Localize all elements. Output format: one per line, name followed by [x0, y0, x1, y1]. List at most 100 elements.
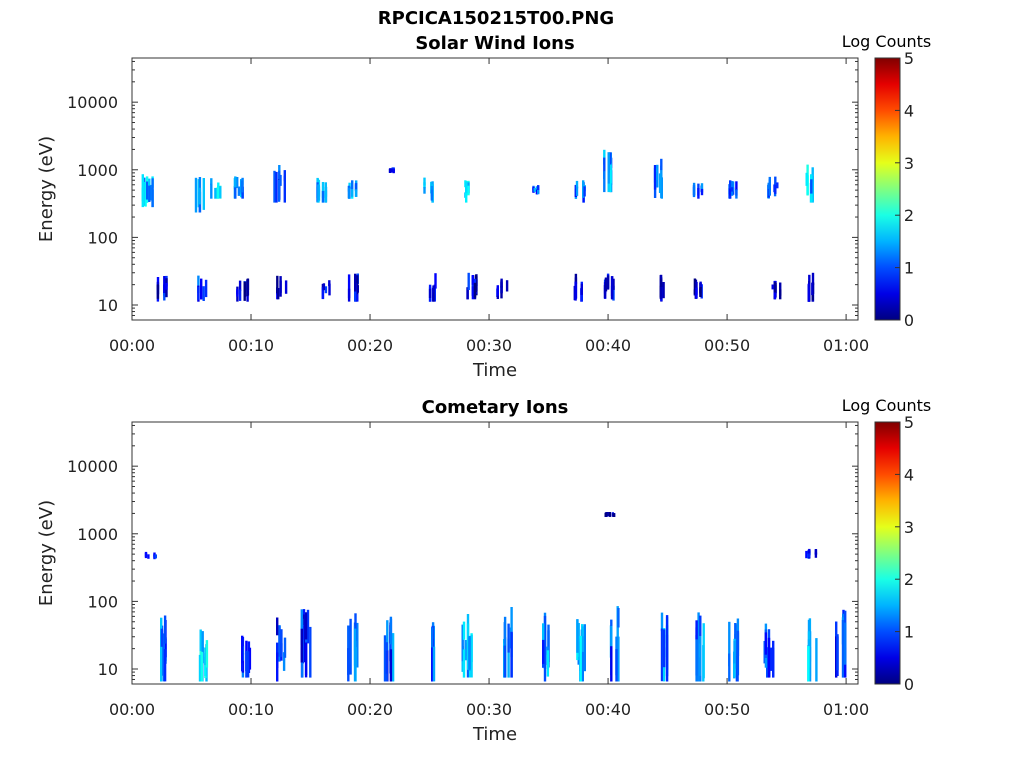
solar-wind-heatmap-cell — [768, 176, 771, 196]
cometary-heatmap-cell — [736, 630, 740, 676]
solar-wind-heatmap-cell — [423, 177, 426, 186]
cometary-heatmap-cell — [507, 638, 510, 678]
cometary-heatmap-cell — [547, 624, 550, 663]
cometary-heatmap-cells — [144, 512, 847, 682]
cometary-colorbar-tick-label: 3 — [904, 518, 914, 537]
cometary-heatmap-cell — [665, 615, 669, 682]
solar-wind-x-tick-label: 00:00 — [109, 336, 155, 355]
cometary-heatmap-cell — [241, 637, 244, 664]
solar-wind-heatmap-cell — [354, 189, 358, 197]
solar-wind-heatmap-cell — [321, 182, 325, 198]
cometary-heatmap-cell — [728, 653, 731, 682]
cometary-colorbar — [874, 421, 901, 685]
solar-wind-heatmap-cell — [473, 282, 477, 298]
solar-wind-heatmap-cell — [236, 289, 239, 295]
solar-wind-heatmap-cell — [811, 182, 814, 201]
solar-wind-heatmap-cell — [811, 272, 815, 285]
solar-wind-heatmap-cell — [505, 280, 509, 292]
cometary-y-tick-label: 100 — [87, 592, 118, 611]
cometary-heatmap-cell — [306, 609, 310, 644]
solar-wind-colorbar-tick-label: 1 — [904, 259, 914, 278]
cometary-heatmap-cell — [772, 640, 775, 678]
solar-wind-heatmap-cell — [465, 181, 468, 193]
solar-wind-heatmap-cell — [805, 172, 808, 186]
cometary-heatmap-cell — [835, 636, 838, 678]
solar-wind-x-tick-label: 00:20 — [347, 336, 393, 355]
solar-wind-heatmap-cell — [279, 174, 282, 186]
solar-wind-heatmap-cell — [430, 189, 434, 201]
cometary-heatmap-cell — [389, 616, 393, 645]
cometary-heatmap-cell — [353, 628, 357, 682]
solar-wind-heatmap-cell — [574, 281, 577, 301]
solar-wind-colorbar-tick-label: 0 — [904, 311, 914, 330]
solar-wind-heatmap-cell — [606, 275, 610, 290]
cometary-heatmap-cell — [154, 554, 157, 559]
solar-wind-heatmap-cell — [500, 278, 503, 288]
solar-wind-heatmap-cell — [246, 279, 249, 297]
solar-wind-y-tick-label: 10000 — [67, 93, 118, 112]
solar-wind-heatmap-cell — [198, 187, 202, 205]
solar-wind-heatmap-cell — [653, 165, 657, 190]
solar-wind-heatmap-cell — [156, 277, 160, 284]
cometary-panel-title: Cometary Ions — [422, 397, 569, 418]
cometary-heatmap-cell — [844, 622, 847, 665]
cometary-heatmap-cell — [767, 637, 771, 678]
cometary-heatmap-cell — [699, 615, 702, 644]
solar-wind-heatmap-cell — [143, 182, 146, 206]
solar-wind-y-tick-label: 10 — [98, 296, 118, 315]
solar-wind-heatmap-cell — [202, 178, 205, 210]
solar-wind-colorbar-tick-label: 2 — [904, 206, 914, 225]
solar-wind-heatmap-cell — [604, 277, 608, 292]
cometary-heatmap-cell — [276, 617, 279, 636]
solar-wind-heatmap-cell — [700, 183, 704, 193]
solar-wind-heatmap-cell — [607, 152, 610, 184]
solar-wind-heatmap-cell — [356, 287, 359, 302]
solar-wind-heatmap-cell — [163, 276, 166, 294]
cometary-x-tick-label: 00:30 — [466, 700, 512, 719]
solar-wind-heatmap-cell — [735, 181, 738, 191]
solar-wind-heatmap-cell — [148, 185, 151, 202]
solar-wind-heatmap-cell — [467, 185, 470, 194]
cometary-x-axis-label: Time — [472, 724, 517, 745]
solar-wind-x-tick-label: 01:00 — [823, 336, 869, 355]
solar-wind-x-tick-label: 00:30 — [466, 336, 512, 355]
cometary-heatmap-cell — [608, 512, 611, 516]
solar-wind-heatmap-cell — [283, 170, 286, 182]
solar-wind-heatmap-cell — [603, 285, 607, 299]
solar-wind-heatmap-cell — [807, 284, 810, 302]
solar-wind-heatmap-cell — [241, 180, 244, 193]
cometary-heatmap-cell — [579, 635, 582, 682]
solar-wind-heatmap-cell — [156, 284, 160, 299]
solar-wind-colorbar-tick-label: 5 — [904, 49, 914, 68]
solar-wind-heatmap-cell — [609, 152, 612, 165]
cometary-heatmap-cell — [841, 620, 845, 678]
solar-wind-heatmap-cell — [603, 171, 606, 193]
solar-wind-heatmap-cell — [145, 181, 149, 200]
solar-wind-heatmap-cell — [354, 183, 358, 191]
solar-wind-heatmap-cell — [779, 282, 782, 296]
solar-wind-heatmap-cell — [603, 149, 606, 165]
solar-wind-heatmap-cell — [356, 278, 359, 295]
cometary-heatmap-cell — [383, 635, 387, 682]
cometary-heatmap-cell — [431, 647, 434, 682]
cometary-heatmap-cell — [163, 615, 167, 644]
cometary-heatmap-cell — [304, 642, 308, 678]
solar-wind-heatmap-cell — [730, 187, 734, 192]
solar-wind-heatmap-cell — [197, 286, 200, 300]
solar-wind-heatmap-cell — [729, 186, 732, 196]
cometary-colorbar-tick-label: 4 — [904, 465, 914, 484]
cometary-y-tick-label: 10 — [98, 660, 118, 679]
cometary-heatmap-cell — [200, 651, 204, 682]
solar-wind-heatmap-cell — [324, 286, 328, 294]
cometary-heatmap-cell — [347, 648, 350, 682]
solar-wind-heatmap-cell — [351, 180, 354, 190]
solar-wind-heatmap-cell — [241, 186, 244, 199]
cometary-heatmap-cell — [581, 651, 584, 682]
cometary-x-tick-label: 00:50 — [704, 700, 750, 719]
solar-wind-heatmap-cell — [354, 273, 357, 292]
cometary-heatmap-cell — [309, 626, 312, 678]
solar-wind-heatmap-cell — [575, 180, 579, 189]
solar-wind-heatmap-cell — [194, 177, 198, 213]
